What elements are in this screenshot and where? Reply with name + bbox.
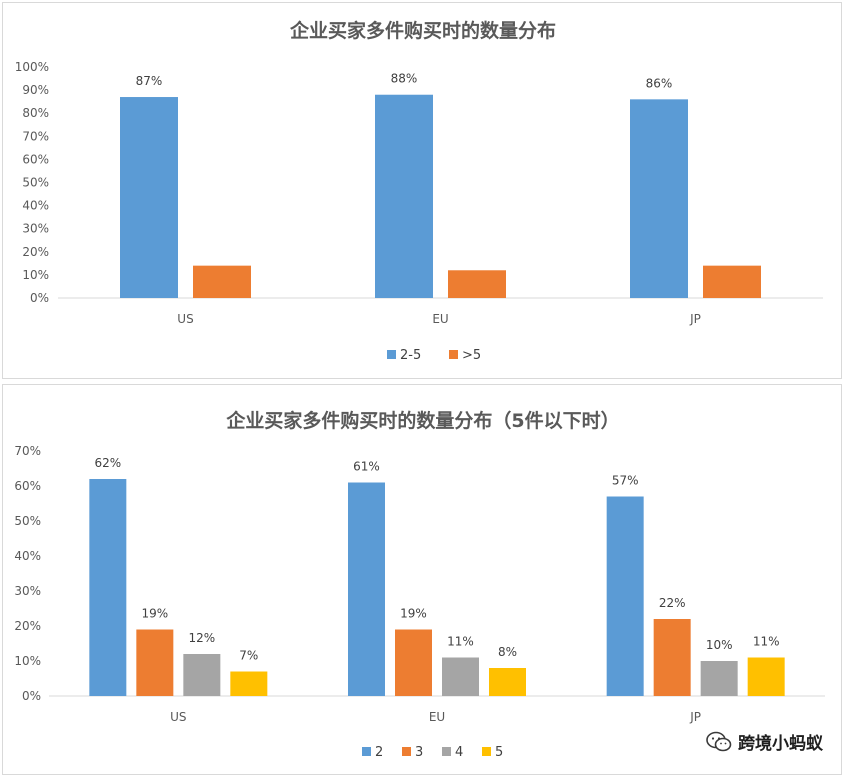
y-tick-label: 60% [22,152,49,166]
data-label: 19% [400,607,427,621]
chart-panel-top: 企业买家多件购买时的数量分布 0% 10% 20% 30% 40% 50% 60% 70% 80%… [2,2,842,379]
chart-bottom-svg: 企业买家多件购买时的数量分布（5件以下时） 0% 10% 20% 30% 40% 50% 60… [14,409,825,760]
y-tick-label: 0% [22,689,41,703]
data-label: 87% [136,74,163,88]
x-category-label: US [170,710,186,724]
legend-swatch [402,747,411,756]
bar-us-4 [183,654,221,696]
y-tick-label: 10% [22,268,49,282]
data-label: 10% [706,638,733,652]
chart-title: 企业买家多件购买时的数量分布 [289,19,556,42]
data-label: 11% [447,635,474,649]
y-tick-label: 30% [22,222,49,236]
y-tick-label: 10% [14,654,41,668]
y-tick-label: 0% [30,291,49,305]
bar-us-2 [89,479,127,696]
data-label: 22% [659,596,686,610]
y-tick-label: 100% [15,60,49,74]
data-label: 88% [391,72,418,86]
x-category-label: JP [689,710,701,724]
chart-top-svg: 企业买家多件购买时的数量分布 0% 10% 20% 30% 40% 50% 60% 70% 80%… [15,19,823,363]
legend-label: 2 [375,745,383,760]
data-label: 62% [94,456,121,470]
bar-us-25 [120,97,178,298]
legend-label: 2-5 [400,348,421,363]
bar-us-5 [230,671,268,696]
bar-jp-2 [606,496,644,696]
y-tick-label: 40% [14,549,41,563]
bar-eu-5 [489,668,526,696]
legend-swatch [449,350,458,359]
data-label: 86% [646,76,673,90]
chart-panel-bottom: 企业买家多件购买时的数量分布（5件以下时） 0% 10% 20% 30% 40% 50% 60… [2,384,842,775]
data-label: 57% [612,474,639,488]
legend-label: 4 [455,745,463,760]
x-category-label: JP [689,312,701,326]
watermark-text: 跨境小蚂蚁 [738,734,823,754]
y-tick-label: 40% [22,199,49,213]
bar-eu-5 [448,270,506,298]
y-tick-label: 70% [22,129,49,143]
y-tick-label: 20% [22,245,49,259]
legend-label: >5 [462,348,481,363]
bar-eu-2 [348,482,385,696]
x-category-label: US [177,312,193,326]
legend-swatch [482,747,491,756]
legend-label: 5 [495,745,503,760]
x-category-label: EU [432,312,448,326]
data-label: 11% [753,635,780,649]
chart-title: 企业买家多件购买时的数量分布（5件以下时） [225,409,619,432]
wechat-icon [706,731,732,751]
legend-swatch [362,747,371,756]
bar-us-3 [136,629,174,696]
legend-label: 3 [415,745,423,760]
bar-us-5 [193,265,251,298]
legend-swatch [387,350,396,359]
y-tick-label: 70% [14,444,41,458]
y-tick-label: 20% [14,619,41,633]
y-tick-label: 60% [14,479,41,493]
bar-jp-5 [703,265,761,298]
y-tick-label: 50% [14,514,41,528]
bar-eu-3 [395,629,432,696]
bar-jp-3 [653,619,691,696]
data-label: 61% [353,460,380,474]
y-tick-label: 30% [14,584,41,598]
data-label: 7% [239,649,258,663]
y-tick-label: 80% [22,106,49,120]
bar-jp-4 [700,661,738,696]
bar-jp-5 [747,657,785,696]
legend-swatch [442,747,451,756]
x-category-label: EU [429,710,445,724]
bar-eu-4 [442,657,479,696]
y-tick-label: 90% [22,83,49,97]
bar-jp-25 [630,99,688,298]
data-label: 12% [188,631,215,645]
watermark: 跨境小蚂蚁 [706,729,823,754]
data-label: 19% [141,607,168,621]
data-label: 8% [498,645,517,659]
bar-eu-25 [375,94,433,298]
y-tick-label: 50% [22,176,49,190]
